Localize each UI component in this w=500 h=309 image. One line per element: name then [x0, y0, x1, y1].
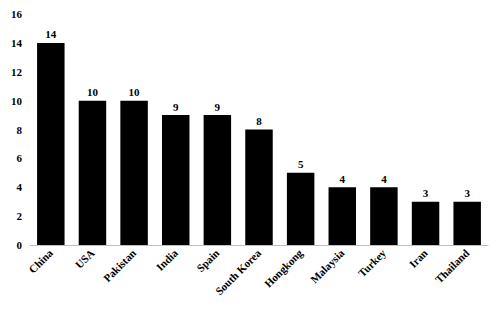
svg-text:Turkey: Turkey: [356, 246, 389, 279]
svg-text:Iran: Iran: [407, 247, 430, 270]
svg-text:8: 8: [256, 115, 262, 127]
svg-text:South Korea: South Korea: [213, 246, 264, 297]
svg-text:4: 4: [340, 173, 346, 185]
svg-text:10: 10: [11, 95, 23, 107]
svg-text:Spain: Spain: [194, 247, 221, 274]
svg-text:3: 3: [464, 187, 470, 199]
svg-text:2: 2: [17, 210, 23, 222]
svg-text:10: 10: [87, 86, 99, 98]
svg-text:3: 3: [423, 187, 429, 199]
svg-text:10: 10: [129, 86, 141, 98]
svg-text:China: China: [26, 246, 55, 275]
svg-text:Hongkong: Hongkong: [262, 246, 305, 289]
svg-text:4: 4: [17, 181, 23, 193]
svg-text:5: 5: [298, 158, 304, 170]
svg-text:Malaysia: Malaysia: [308, 246, 347, 285]
svg-text:14: 14: [11, 37, 23, 49]
svg-text:India: India: [154, 246, 181, 273]
svg-text:8: 8: [17, 124, 23, 136]
svg-text:USA: USA: [73, 247, 97, 271]
svg-text:0: 0: [17, 239, 23, 251]
svg-text:14: 14: [45, 28, 57, 40]
svg-text:16: 16: [11, 8, 23, 20]
svg-text:12: 12: [11, 66, 23, 78]
svg-text:9: 9: [215, 101, 221, 113]
svg-text:Pakistan: Pakistan: [101, 247, 138, 284]
svg-text:Thailand: Thailand: [433, 247, 472, 286]
svg-text:9: 9: [173, 101, 179, 113]
svg-text:6: 6: [17, 152, 23, 164]
svg-text:4: 4: [381, 173, 387, 185]
